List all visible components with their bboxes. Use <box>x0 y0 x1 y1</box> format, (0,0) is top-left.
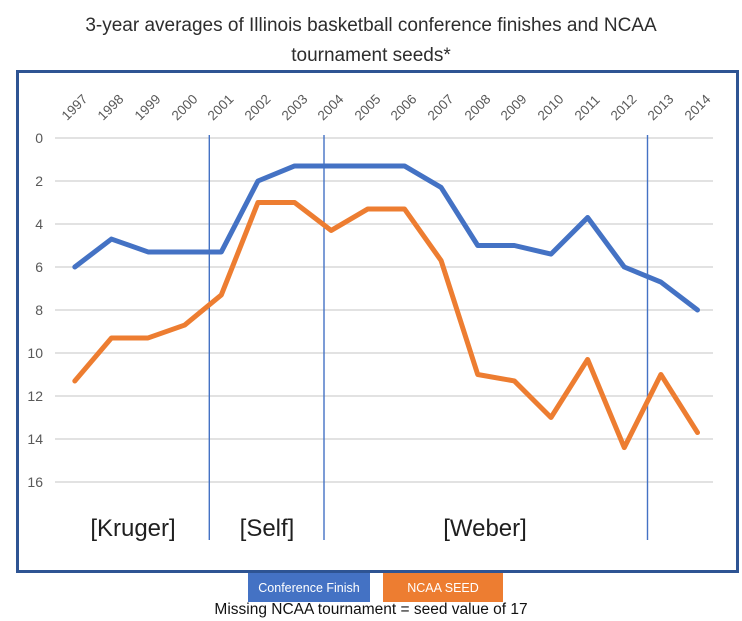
plot-area: 0 2 4 6 8 10 12 14 16 1997 1998 1999 2000 2001 2002 20… <box>16 70 739 573</box>
chart-title-line1: 3-year averages of Illinois basketball c… <box>85 15 657 36</box>
chart-title-line2: tournament seeds* <box>291 45 451 66</box>
y-axis-label: 16 <box>27 474 43 490</box>
y-axis-label: 6 <box>35 259 43 275</box>
coach-label: [Kruger] <box>90 515 176 542</box>
coach-label: [Weber] <box>443 515 527 542</box>
y-axis-label: 14 <box>27 431 43 447</box>
legend-conference-finish-label: Conference Finish <box>258 580 360 595</box>
conference-finish-line <box>72 163 701 313</box>
chart-title: 3-year averages of Illinois basketball c… <box>21 11 721 71</box>
chart-svg <box>55 135 713 540</box>
legend-ncaa-seed: NCAA SEED <box>383 573 503 602</box>
footnote: Missing NCAA tournament = seed value of … <box>214 601 528 618</box>
ncaa-seed-line <box>72 200 701 451</box>
y-axis-label: 12 <box>27 388 43 404</box>
y-axis-label: 10 <box>27 345 43 361</box>
y-axis-label: 8 <box>35 302 43 318</box>
legend-conference-finish: Conference Finish <box>248 573 370 602</box>
y-axis-label: 4 <box>35 216 43 232</box>
y-axis-label: 0 <box>35 130 43 146</box>
coach-label: [Self] <box>239 515 295 542</box>
legend-ncaa-seed-label: NCAA SEED <box>407 580 479 595</box>
y-axis-label: 2 <box>35 173 43 189</box>
